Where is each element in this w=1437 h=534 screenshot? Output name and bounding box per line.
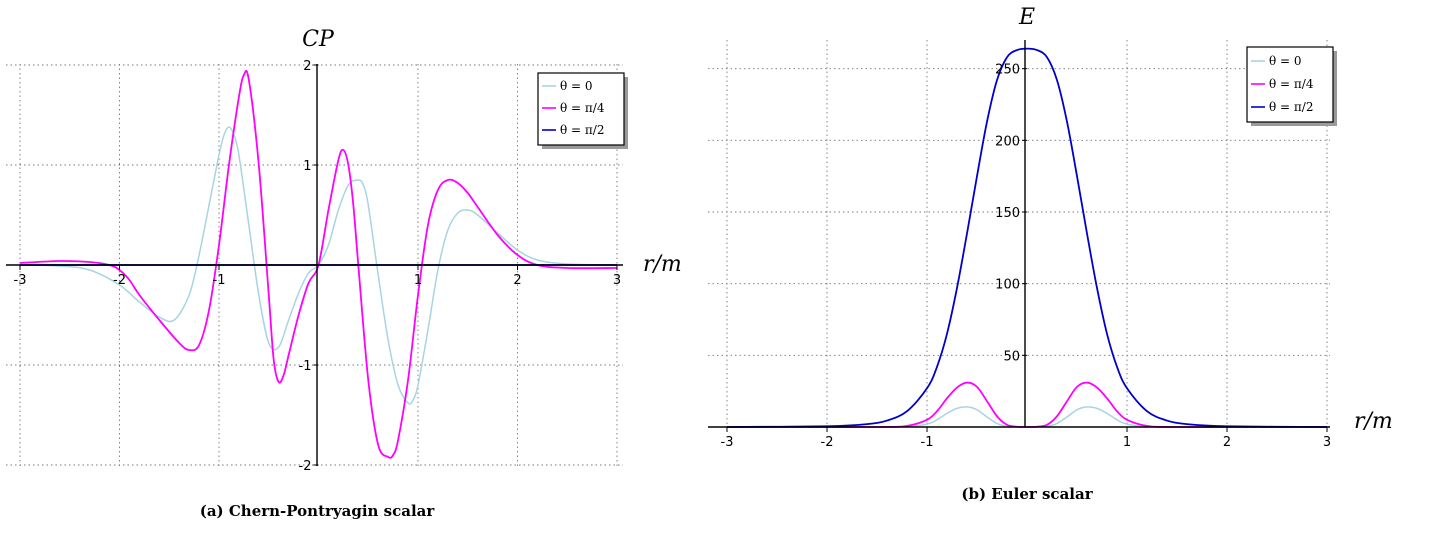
chart-b-legend-box xyxy=(1246,46,1334,123)
chart-b-y-tick-label-4: 50 xyxy=(1003,349,1020,364)
chart-a-x-tick-label-4: 2 xyxy=(513,273,521,288)
chart-b-y-tick-label-3: 100 xyxy=(995,278,1020,293)
chart-b: -3 -2 -1 1 2 3 250 200 150 100 50 E r/m θ = 0 θ = … xyxy=(708,5,1393,503)
chart-a-y-tick-label-3: -2 xyxy=(299,459,312,474)
chart-a-x-label: r/m xyxy=(643,252,682,277)
chart-b-x-tick-label-2: -1 xyxy=(921,435,934,450)
chart-a: -3 -2 -1 1 2 3 2 1 -1 -2 CP r/m θ = 0 θ = π/4 θ =… xyxy=(6,27,682,520)
chart-b-y-tick-label-0: 250 xyxy=(995,63,1020,78)
chart-b-x-label: r/m xyxy=(1354,409,1393,434)
chart-a-legend-label-2: θ = π/2 xyxy=(560,123,604,137)
chart-a-ticks: -3 -2 -1 1 2 3 2 1 -1 -2 xyxy=(14,59,622,474)
chart-a-x-tick-label-0: -3 xyxy=(14,273,27,288)
chart-b-title: E xyxy=(1018,5,1035,30)
chart-a-x-tick-label-2: -1 xyxy=(213,273,226,288)
chart-b-x-tick-label-3: 1 xyxy=(1123,435,1131,450)
chart-a-series-line-1 xyxy=(19,69,618,459)
chart-b-series-line-2 xyxy=(726,47,1328,428)
chart-a-caption: (a) Chern-Pontryagin scalar xyxy=(200,502,436,520)
chart-b-y-tick-label-2: 150 xyxy=(995,206,1020,221)
chart-b-x-tick-label-5: 3 xyxy=(1323,435,1331,450)
chart-b-legend-label-2: θ = π/2 xyxy=(1269,100,1313,114)
chart-a-x-tick-label-1: -2 xyxy=(113,273,126,288)
chart-a-y-tick-label-0: 2 xyxy=(303,59,311,74)
chart-a-series-line-0 xyxy=(19,126,618,405)
chart-a-x-tick-label-3: 1 xyxy=(414,273,422,288)
chart-b-legend: θ = 0 θ = π/4 θ = π/2 xyxy=(1246,46,1337,126)
chart-b-series-line-1 xyxy=(726,381,1328,428)
chart-a-legend-label-0: θ = 0 xyxy=(560,79,593,93)
chart-b-legend-label-1: θ = π/4 xyxy=(1269,77,1314,91)
chart-b-y-tick-label-1: 200 xyxy=(995,134,1020,149)
chart-b-legend-label-0: θ = 0 xyxy=(1269,54,1302,68)
chart-a-legend-label-1: θ = π/4 xyxy=(560,101,605,115)
chart-a-legend: θ = 0 θ = π/4 θ = π/2 xyxy=(537,72,628,149)
chart-a-grid xyxy=(6,64,623,466)
chart-b-x-tick-label-1: -2 xyxy=(821,435,834,450)
chart-b-x-tick-label-4: 2 xyxy=(1223,435,1231,450)
chart-b-series xyxy=(726,47,1328,428)
chart-b-grid xyxy=(708,40,1330,427)
chart-b-ticks: -3 -2 -1 1 2 3 250 200 150 100 50 xyxy=(721,63,1332,450)
chart-b-caption: (b) Euler scalar xyxy=(961,485,1093,503)
chart-a-y-tick-label-1: 1 xyxy=(303,159,311,174)
chart-a-y-tick-label-2: -1 xyxy=(299,359,312,374)
chart-a-legend-box xyxy=(537,72,625,146)
chart-b-series-line-0 xyxy=(726,406,1328,428)
chart-b-x-tick-label-0: -3 xyxy=(721,435,734,450)
chart-a-title: CP xyxy=(302,27,335,52)
chart-a-x-tick-label-5: 3 xyxy=(613,273,621,288)
